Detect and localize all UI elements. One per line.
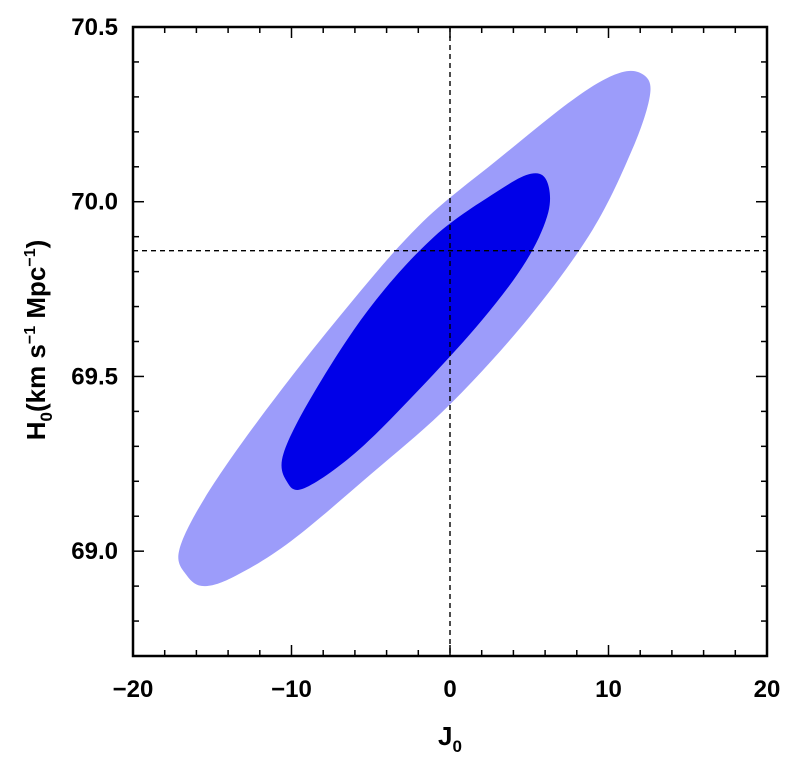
y-axis-units-mid: Mpc [21,267,51,326]
plot-frame [131,25,769,658]
x-axis-symbol: J [438,721,452,751]
y-tick-label: 69.5 [71,363,118,390]
y-axis-subscript: 0 [37,412,56,421]
y-tick-label: 69.0 [71,538,118,565]
y-axis-units-exp1: −1 [22,326,39,344]
x-tick-label: −10 [271,676,312,703]
tick-labels: −20 −10 0 10 20 69.0 69.5 70.0 70.5 [71,14,780,703]
y-axis-symbol: H [21,422,51,441]
region-1-sigma [281,173,551,490]
y-tick-label: 70.5 [71,14,118,41]
confidence-regions [178,70,651,587]
x-axis-title: J0 [438,721,462,756]
y-axis-units-open: (km s [21,344,51,412]
y-tick-label: 70.0 [71,189,118,216]
x-axis-subscript: 0 [453,737,462,756]
x-tick-label: 10 [595,676,622,703]
y-axis-units-exp2: −1 [22,248,39,266]
x-tick-label: 0 [443,676,456,703]
y-axis-title: H0(km s−1 Mpc−1) [21,240,56,441]
x-tick-label: 20 [754,676,781,703]
reference-lines [133,27,767,656]
x-tick-label: −20 [113,676,154,703]
y-axis-units-close: ) [21,240,51,249]
